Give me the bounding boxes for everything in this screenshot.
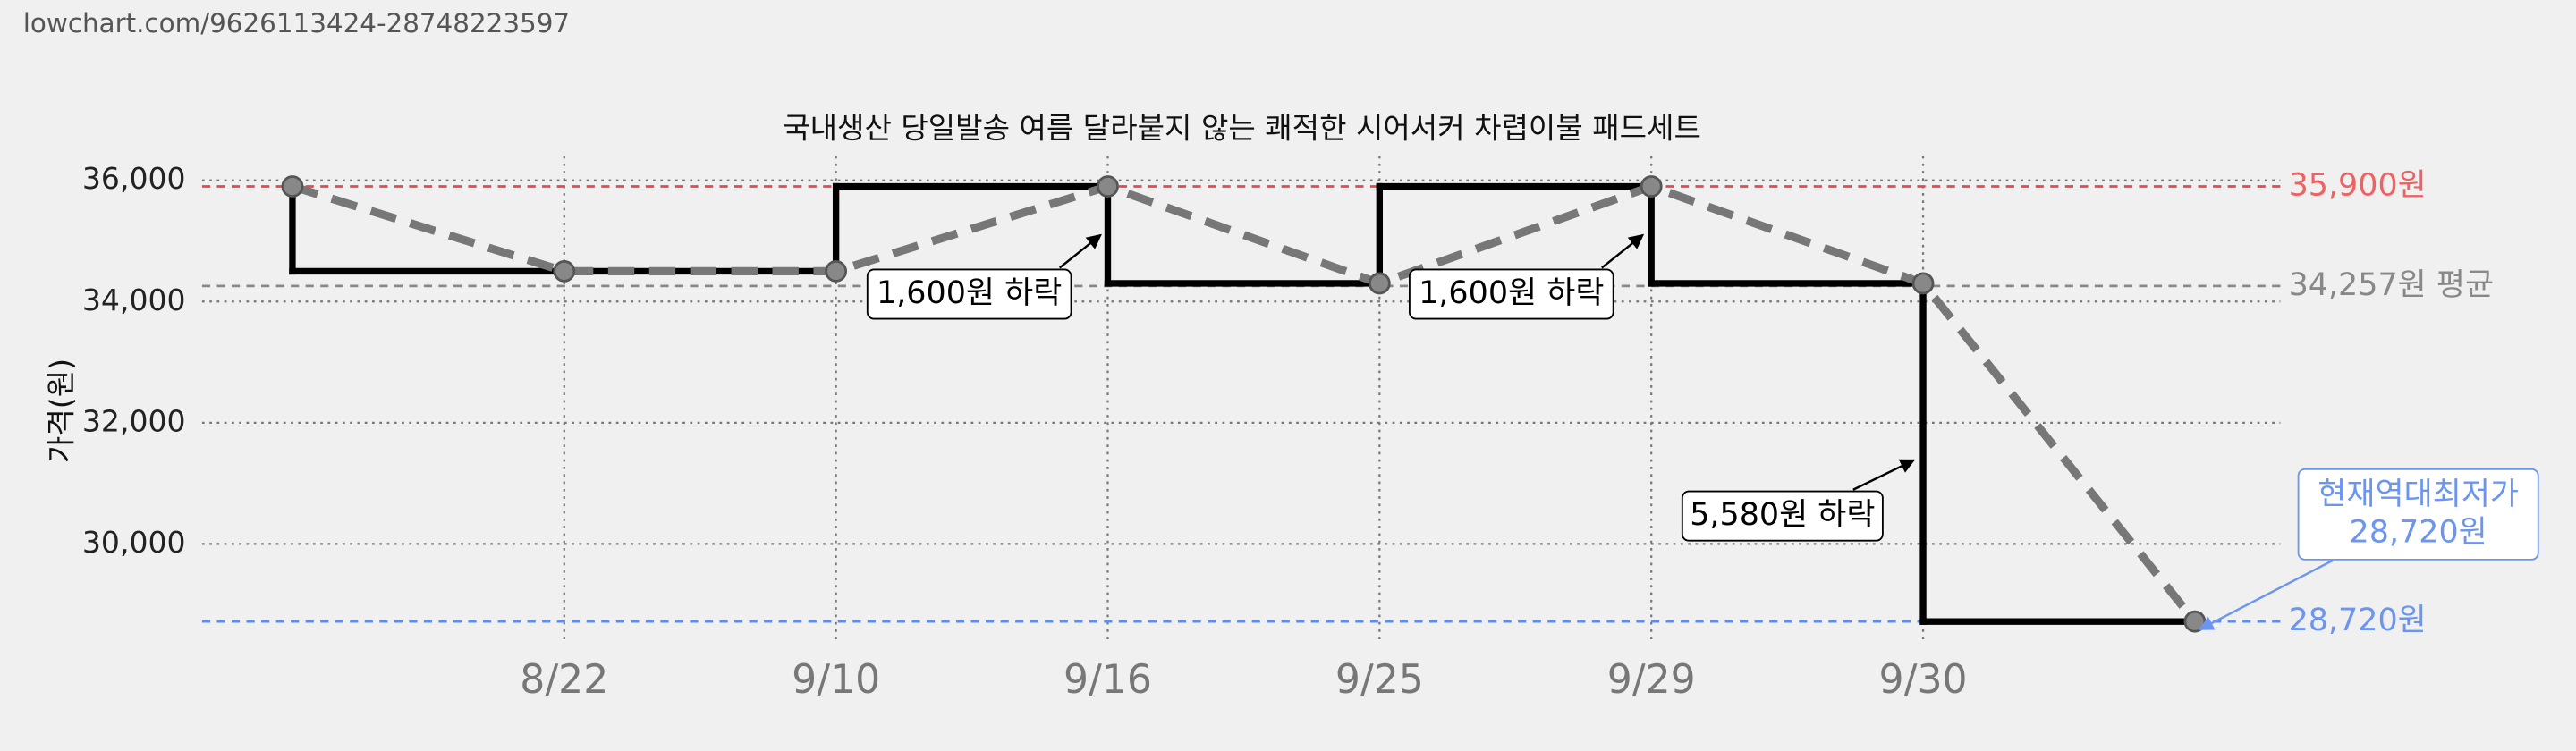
point <box>1368 272 1391 295</box>
reference-label: 35,900원 <box>2289 167 2427 203</box>
annotation-box <box>1681 490 1884 542</box>
x-tick-label: 9/30 <box>1879 657 1968 703</box>
x-tick-label: 8/22 <box>520 657 608 703</box>
y-tick-label: 34,000 <box>82 283 186 317</box>
x-tick-label: 9/25 <box>1335 657 1424 703</box>
point <box>281 175 304 198</box>
point <box>1911 272 1935 295</box>
y-tick-label: 30,000 <box>82 525 186 560</box>
annotation-arrow <box>1852 459 1916 491</box>
point <box>1097 175 1119 198</box>
trend-line <box>291 181 2199 625</box>
annotation-text: 5,580원 하락 <box>1690 497 1875 533</box>
annotation-text: 1,600원 하락 <box>1419 275 1604 311</box>
reference-label: 34,257원 평균 <box>2289 267 2494 303</box>
annotation-arrow <box>1601 233 1645 269</box>
x-tick-label: 9/10 <box>792 657 880 703</box>
annotation-box <box>2297 468 2539 561</box>
point <box>825 259 848 283</box>
point <box>1640 175 1663 198</box>
point <box>553 259 576 283</box>
annotation-text: 28,720원 <box>2350 514 2487 550</box>
annotation-box <box>1409 268 1614 320</box>
y-axis-label: 가격(원) <box>43 359 78 463</box>
y-tick-label: 36,000 <box>82 161 186 196</box>
annotation-text: 1,600원 하락 <box>877 275 1062 311</box>
reference-label: 28,720원 <box>2289 603 2427 638</box>
annotation-box <box>866 268 1072 320</box>
annotation-arrow <box>2198 559 2334 631</box>
chart-title: 국내생산 당일발송 여름 달라붙지 않는 쾌적한 시어서커 차렵이불 패드세트 <box>783 111 1701 146</box>
x-tick-label: 9/29 <box>1607 657 1696 703</box>
x-tick-label: 9/16 <box>1063 657 1152 703</box>
annotation-arrow <box>1058 233 1102 269</box>
annotation-text: 현재역대최저가 <box>2318 477 2519 512</box>
y-tick-label: 32,000 <box>82 403 186 438</box>
url: lowchart.com/9626113424-28748223597 <box>23 8 570 38</box>
